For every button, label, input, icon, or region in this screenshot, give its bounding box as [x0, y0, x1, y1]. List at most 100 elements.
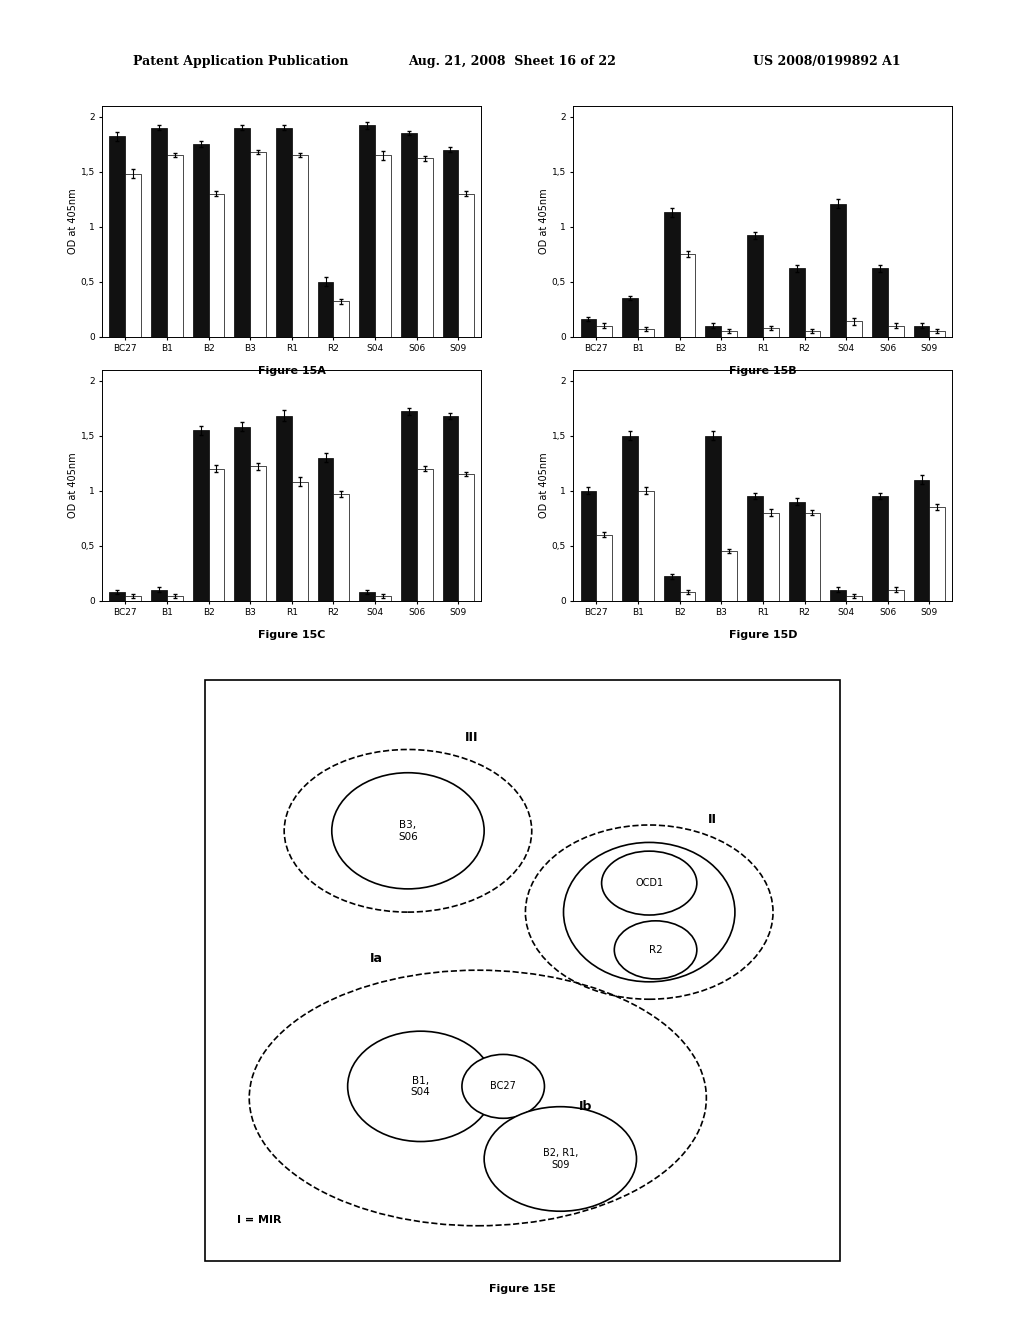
- Bar: [581, 319, 596, 337]
- Text: Ib: Ib: [579, 1100, 593, 1113]
- Text: III: III: [465, 731, 478, 744]
- Y-axis label: OD at 405nm: OD at 405nm: [68, 189, 78, 253]
- Bar: [359, 125, 375, 337]
- Bar: [317, 458, 334, 601]
- Bar: [664, 213, 680, 337]
- Text: Figure 15B: Figure 15B: [729, 366, 797, 376]
- Bar: [292, 482, 307, 601]
- Y-axis label: OD at 405nm: OD at 405nm: [68, 453, 78, 517]
- Text: Figure 15C: Figure 15C: [258, 630, 326, 640]
- Bar: [888, 590, 903, 601]
- Text: Figure 15E: Figure 15E: [488, 1284, 556, 1295]
- Bar: [846, 597, 862, 601]
- Bar: [805, 331, 820, 337]
- Bar: [930, 507, 945, 601]
- Text: US 2008/0199892 A1: US 2008/0199892 A1: [754, 55, 901, 69]
- Ellipse shape: [462, 1055, 545, 1118]
- Bar: [930, 331, 945, 337]
- Bar: [706, 436, 721, 601]
- Bar: [209, 469, 224, 601]
- Bar: [846, 321, 862, 337]
- Bar: [442, 416, 459, 601]
- Bar: [125, 597, 141, 601]
- Bar: [317, 281, 334, 337]
- Bar: [334, 494, 349, 601]
- Bar: [888, 326, 903, 337]
- Text: II: II: [709, 813, 717, 826]
- Bar: [872, 268, 888, 337]
- Bar: [442, 149, 459, 337]
- Bar: [276, 128, 292, 337]
- Text: Patent Application Publication: Patent Application Publication: [133, 55, 348, 69]
- Text: Figure 15D: Figure 15D: [729, 630, 797, 640]
- Bar: [623, 298, 638, 337]
- Text: R2: R2: [648, 945, 663, 954]
- Bar: [234, 128, 250, 337]
- Bar: [375, 156, 391, 337]
- Bar: [359, 591, 375, 601]
- Bar: [623, 436, 638, 601]
- Bar: [417, 158, 432, 337]
- Ellipse shape: [563, 842, 735, 982]
- Y-axis label: OD at 405nm: OD at 405nm: [539, 453, 549, 517]
- Text: I = MIR: I = MIR: [237, 1214, 281, 1225]
- Bar: [401, 133, 417, 337]
- Bar: [748, 496, 763, 601]
- Bar: [110, 591, 125, 601]
- Bar: [276, 416, 292, 601]
- Bar: [763, 327, 778, 337]
- Bar: [401, 412, 417, 601]
- Ellipse shape: [602, 851, 697, 915]
- Ellipse shape: [484, 1106, 637, 1212]
- Bar: [250, 152, 266, 337]
- Ellipse shape: [332, 772, 484, 888]
- Bar: [638, 491, 653, 601]
- Bar: [706, 326, 721, 337]
- Bar: [459, 194, 474, 337]
- Bar: [913, 326, 930, 337]
- Text: B1,
S04: B1, S04: [411, 1076, 430, 1097]
- Bar: [721, 552, 737, 601]
- Bar: [596, 535, 612, 601]
- Bar: [125, 174, 141, 337]
- Bar: [680, 255, 695, 337]
- Bar: [375, 597, 391, 601]
- Bar: [152, 128, 167, 337]
- Bar: [167, 156, 182, 337]
- Bar: [417, 469, 432, 601]
- Bar: [638, 329, 653, 337]
- Bar: [152, 590, 167, 601]
- Bar: [193, 144, 209, 337]
- Bar: [334, 301, 349, 337]
- Bar: [763, 512, 778, 601]
- Bar: [459, 474, 474, 601]
- Bar: [913, 479, 930, 601]
- Text: OCD1: OCD1: [635, 878, 664, 888]
- Y-axis label: OD at 405nm: OD at 405nm: [539, 189, 549, 253]
- Text: B2, R1,
S09: B2, R1, S09: [543, 1148, 578, 1170]
- Bar: [680, 591, 695, 601]
- Text: Figure 15A: Figure 15A: [258, 366, 326, 376]
- Bar: [788, 268, 805, 337]
- Bar: [234, 426, 250, 601]
- Bar: [250, 466, 266, 601]
- Bar: [110, 136, 125, 337]
- Ellipse shape: [348, 1031, 494, 1142]
- Ellipse shape: [614, 921, 697, 979]
- Bar: [193, 430, 209, 601]
- Bar: [805, 512, 820, 601]
- Bar: [830, 590, 846, 601]
- Bar: [748, 235, 763, 337]
- Text: Ia: Ia: [370, 952, 383, 965]
- Text: B3,
S06: B3, S06: [398, 820, 418, 842]
- Bar: [209, 194, 224, 337]
- Text: Aug. 21, 2008  Sheet 16 of 22: Aug. 21, 2008 Sheet 16 of 22: [408, 55, 616, 69]
- Bar: [872, 496, 888, 601]
- Bar: [721, 331, 737, 337]
- Bar: [596, 326, 612, 337]
- Bar: [664, 577, 680, 601]
- Bar: [292, 156, 307, 337]
- Bar: [830, 203, 846, 337]
- Bar: [581, 491, 596, 601]
- Bar: [788, 502, 805, 601]
